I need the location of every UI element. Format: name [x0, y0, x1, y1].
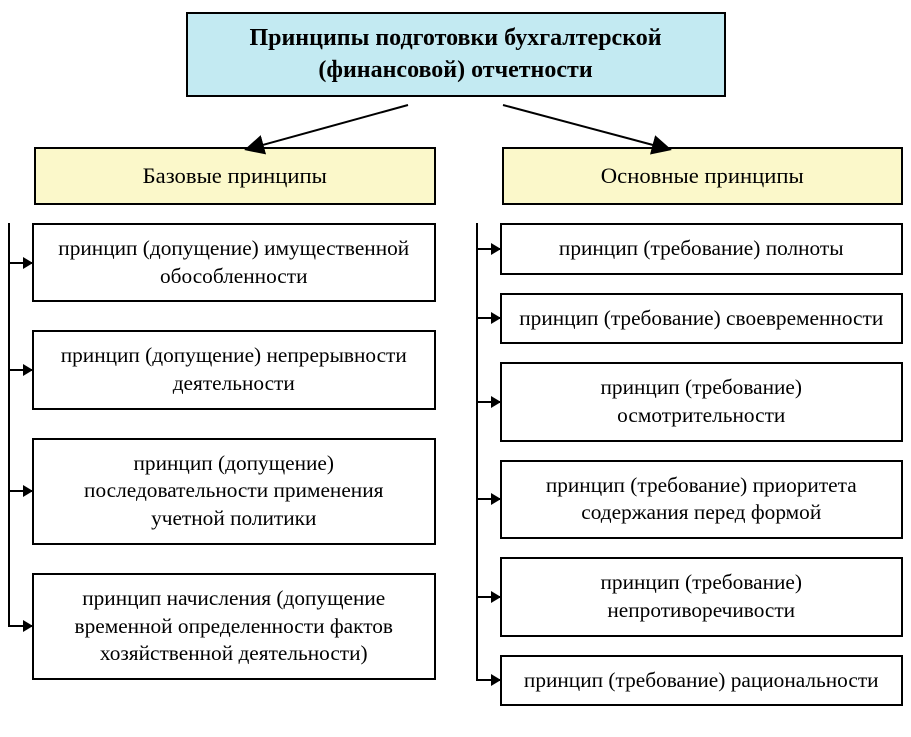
arrow-icon: [476, 317, 500, 319]
right-items: принцип (требование) полноты принцип (тр…: [502, 223, 904, 706]
right-column: Основные принципы принцип (требование) п…: [476, 147, 904, 706]
arrow-icon: [476, 596, 500, 598]
arrow-icon: [8, 490, 32, 492]
arrow-icon: [8, 369, 32, 371]
list-item: принцип (требование) непротиворечивости: [502, 557, 904, 636]
list-item: принцип (требование) полноты: [502, 223, 904, 275]
right-spine: [476, 223, 478, 681]
arrow-root-right: [503, 105, 668, 149]
right-column-header: Основные принципы: [502, 147, 904, 205]
root-box: Принципы подготовки бухгалтерской (финан…: [186, 12, 726, 97]
left-column-header: Базовые принципы: [34, 147, 436, 205]
left-column: Базовые принципы принцип (допущение) иму…: [8, 147, 436, 706]
left-item-0: принцип (допущение) имущественной обособ…: [32, 223, 436, 302]
list-item: принцип (требование) осмотрительности: [502, 362, 904, 441]
list-item: принцип (требование) своевременности: [502, 293, 904, 345]
right-item-1: принцип (требование) своевременности: [500, 293, 904, 345]
arrow-icon: [476, 679, 500, 681]
root-line1: Принципы подготовки бухгалтерской: [249, 25, 661, 51]
list-item: принцип (требование) рациональности: [502, 655, 904, 707]
list-item: принцип (допущение) имущественной обособ…: [34, 223, 436, 302]
left-spine-wrap: принцип (допущение) имущественной обособ…: [8, 223, 436, 680]
root-line2: (финансовой) отчетности: [318, 57, 592, 83]
left-items: принцип (допущение) имущественной обособ…: [34, 223, 436, 680]
arrow-icon: [476, 498, 500, 500]
right-item-5: принцип (требование) рациональности: [500, 655, 904, 707]
right-spine-wrap: принцип (требование) полноты принцип (тр…: [476, 223, 904, 706]
columns-wrap: Базовые принципы принцип (допущение) иму…: [8, 147, 903, 706]
left-item-1: принцип (допущение) непрерывности деятел…: [32, 330, 436, 409]
list-item: принцип (допущение) последовательности п…: [34, 438, 436, 545]
arrow-icon: [8, 625, 32, 627]
arrow-icon: [8, 262, 32, 264]
arrow-icon: [476, 248, 500, 250]
left-spine: [8, 223, 10, 627]
right-item-3: принцип (требование) приоритета содержан…: [500, 460, 904, 539]
list-item: принцип (допущение) непрерывности деятел…: [34, 330, 436, 409]
left-item-2: принцип (допущение) последовательности п…: [32, 438, 436, 545]
right-item-4: принцип (требование) непротиворечивости: [500, 557, 904, 636]
right-item-0: принцип (требование) полноты: [500, 223, 904, 275]
list-item: принцип (требование) приоритета содержан…: [502, 460, 904, 539]
arrow-icon: [476, 401, 500, 403]
right-item-2: принцип (требование) осмотрительности: [500, 362, 904, 441]
list-item: принцип начисления (допущение временной …: [34, 573, 436, 680]
left-item-3: принцип начисления (допущение временной …: [32, 573, 436, 680]
arrow-root-left: [248, 105, 408, 149]
